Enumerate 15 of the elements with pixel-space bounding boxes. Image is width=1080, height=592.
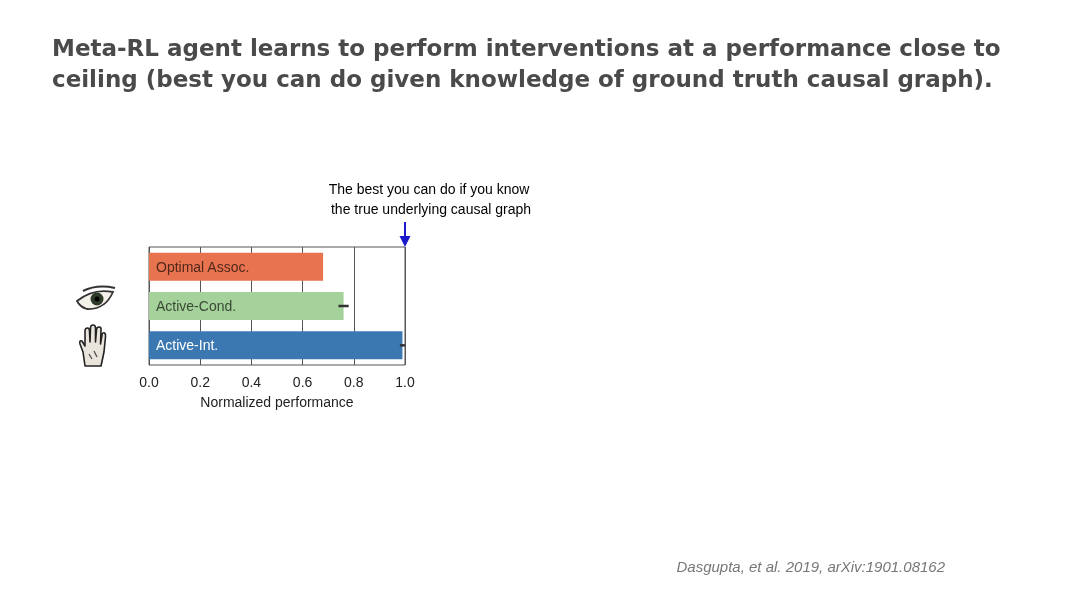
y-tick-label: Optimal Assoc. [156,258,250,275]
x-tick-label: 0.0 [139,374,159,390]
text: Meta-RL agent learns to perform interventions at a performance close to ceiling (best you can do given knowledge of ground truth causal graph). [52,34,1009,92]
x-tick-label: 0.8 [344,374,364,390]
ref-line-label: The best you can do if you know the true underlying causal graph [328,181,534,217]
x-tick-label: 0.4 [241,374,262,390]
x-axis-title: Normalized performance [200,394,354,410]
y-tick-label: Active-Cond. [156,298,237,314]
y-tick-label: Active-Int. [156,337,219,354]
x-tick-label: 0.6 [292,374,313,390]
bar [149,292,344,320]
text: Dasgupta, et al. 2019, arXiv:1901.08162 [676,558,946,575]
bar [149,331,403,360]
x-tick-label: 1.0 [395,374,415,390]
x-tick-label: 0.2 [190,374,211,390]
